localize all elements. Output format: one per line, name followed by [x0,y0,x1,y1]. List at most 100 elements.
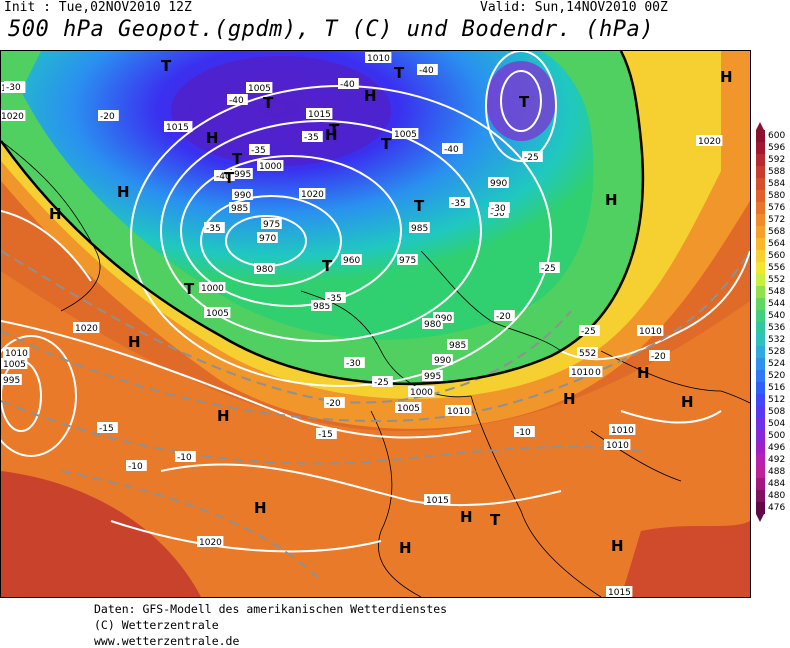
svg-text:980: 980 [256,265,273,275]
init-time: Init : Tue,02NOV2010 12Z [4,0,192,15]
legend-swatch [756,214,765,226]
legend-value: 500 [768,431,786,441]
temperature-label: -30 [4,81,25,93]
purple-core-ne [486,61,556,141]
temperature-label: -20 [649,350,670,362]
contour-552-label: 552 [577,347,598,359]
svg-text:-30: -30 [6,83,21,93]
svg-text:1010: 1010 [5,349,28,359]
legend-entry: 476 [752,502,790,514]
legend-value: 600 [768,131,786,141]
temperature-label: -15 [97,422,118,434]
color-legend: 600 596 592 588 584 580 576 572 568 564 560 556 552 5… [752,122,790,522]
svg-text:-30: -30 [491,204,506,214]
low-pressure-marker: T [490,511,501,529]
temperature-label: -35 [325,292,346,304]
svg-text:-20: -20 [100,112,115,122]
legend-value: 532 [768,335,786,345]
legend-cap-bottom [756,514,764,522]
legend-swatch [756,346,765,358]
legend-entry: 484 [752,478,790,490]
pressure-label: 1005 [392,128,419,140]
pressure-label: 1005 [246,82,273,94]
high-pressure-marker: H [681,393,694,411]
legend-entry: 500 [752,430,790,442]
high-pressure-marker: H [364,87,377,105]
legend-swatch [756,130,765,142]
temperature-label: -40 [338,78,359,90]
legend-value: 484 [768,479,786,489]
high-pressure-marker: H [254,499,267,517]
svg-text:552: 552 [579,349,596,359]
legend-value: 588 [768,167,786,177]
legend-swatch [756,250,765,262]
pressure-label: 1005 [395,402,422,414]
svg-text:1020: 1020 [199,538,222,548]
pressure-label: 990 [433,312,454,324]
pressure-label: 1000 [257,160,284,172]
svg-text:980: 980 [424,320,441,330]
low-pressure-marker: T [329,121,340,139]
svg-text:-35: -35 [304,133,319,143]
svg-text:975: 975 [263,220,280,230]
legend-value: 568 [768,227,786,237]
high-pressure-marker: H [49,205,62,223]
legend-swatch [756,262,765,274]
svg-text:975: 975 [399,256,416,266]
temperature-label: -25 [522,151,543,163]
svg-text:990: 990 [234,191,251,201]
legend-swatch [756,358,765,370]
pressure-label: 985 [447,339,468,351]
svg-text:1000: 1000 [201,284,224,294]
svg-text:985: 985 [313,302,330,312]
temperature-label: -10 [175,451,196,463]
temperature-label: -35 [204,222,225,234]
temperature-label: -20 [494,310,515,322]
temperature-label: -35 [302,131,323,143]
hot-core-se [621,521,750,597]
svg-text:995: 995 [234,170,251,180]
pressure-label: 985 [311,300,332,312]
legend-value: 508 [768,407,786,417]
footer-url[interactable]: www.wetterzentrale.de [94,634,240,648]
legend-entry: 544 [752,298,790,310]
pressure-label: 985 [409,222,430,234]
high-pressure-marker: H [128,333,141,351]
temperature-label: -35 [249,144,270,156]
svg-text:985: 985 [411,224,428,234]
svg-text:-35: -35 [206,224,221,234]
svg-text:-10: -10 [128,462,143,472]
legend-swatch [756,274,765,286]
high-pressure-marker: H [206,129,219,147]
svg-text:-20: -20 [326,399,341,409]
temperature-label: -25 [372,376,393,388]
pressure-label: 990 [232,189,253,201]
legend-entry: 568 [752,226,790,238]
low-pressure-marker: T [224,169,235,187]
svg-text:990: 990 [434,356,451,366]
high-pressure-marker: H [611,537,624,555]
legend-entry: 520 [752,370,790,382]
svg-text:1010: 1010 [447,407,470,417]
pressure-label: 975 [397,254,418,266]
svg-text:-10: -10 [177,453,192,463]
legend-swatch [756,454,765,466]
legend-value: 584 [768,179,786,189]
pressure-label: 970 [257,232,278,244]
legend-value: 592 [768,155,786,165]
svg-text:-40: -40 [216,172,231,182]
low-pressure-marker: T [519,93,530,111]
legend-value: 576 [768,203,786,213]
legend-swatch [756,310,765,322]
temperature-label: -25 [539,262,560,274]
legend-swatch [756,442,765,454]
legend-entry: 572 [752,214,790,226]
svg-text:-15: -15 [99,424,114,434]
pressure-label: 995 [422,370,443,382]
high-pressure-marker: H [605,191,618,209]
chart-title: 500 hPa Geopot.(gpdm), T (C) und Bodendr… [8,17,655,42]
legend-swatch [756,298,765,310]
legend-entry: 588 [752,166,790,178]
legend-value: 488 [768,467,786,477]
svg-text:990: 990 [435,314,452,324]
